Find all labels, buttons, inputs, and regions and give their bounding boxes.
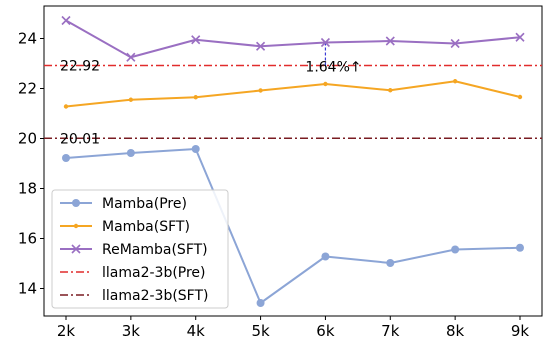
x-tick-label: 8k [446, 322, 465, 340]
reference-lines: 22.92 20.01 [44, 59, 542, 147]
legend-box [51, 189, 229, 309]
data-point [516, 243, 524, 252]
legend-label: Mamba(Pre) [102, 196, 187, 212]
x-tick-label: 7k [381, 322, 400, 340]
y-tick-label: 16 [18, 230, 37, 248]
data-point [386, 259, 395, 267]
legend-label: llama2-3b(Pre) [102, 265, 206, 281]
x-tick-label: 4k [187, 322, 206, 340]
data-point [191, 145, 200, 153]
x-tick-label: 3k [122, 322, 141, 340]
legend-marker [71, 244, 81, 254]
data-point [515, 32, 525, 42]
y-tick-label: 24 [18, 30, 37, 48]
data-point [450, 38, 460, 49]
data-point [191, 35, 201, 45]
data-point [256, 299, 265, 307]
y-tick-label: 20 [18, 130, 37, 148]
plot-frame [43, 5, 543, 317]
series-line [65, 19, 521, 59]
legend-label: llama2-3b(SFT) [102, 288, 209, 304]
series-group [61, 15, 525, 307]
legend-label: Mamba(SFT) [102, 219, 190, 235]
reference-value-label: 20.01 [60, 131, 100, 147]
x-tick-label: 2k [57, 322, 76, 340]
x-tick-label: 5k [251, 322, 270, 340]
data-point [321, 252, 330, 261]
x-tick-label: 6k [316, 322, 335, 340]
legend-label: ReMamba(SFT) [102, 242, 208, 258]
data-point [320, 37, 330, 48]
legend-marker [73, 223, 79, 229]
y-tick-label: 14 [18, 280, 37, 298]
data-point [126, 52, 136, 62]
data-point [451, 245, 460, 254]
reference-value-label: 22.92 [60, 59, 100, 75]
axes: 14 16 18 20 22 24 2k 3k 4k 5k 6k 7k 8k 9k [18, 5, 543, 340]
y-tick-label: 18 [18, 180, 37, 198]
data-point [256, 41, 266, 51]
y-tick-label: 22 [18, 80, 37, 98]
data-point [126, 149, 135, 157]
data-point [258, 88, 263, 93]
data-point [63, 104, 69, 109]
legend: Mamba(Pre) Mamba(SFT) ReMamba(SFT) llama2-3… [51, 189, 229, 309]
series-line [65, 148, 521, 304]
data-point [62, 154, 70, 162]
data-point [385, 36, 395, 46]
annotation: 1.64%↑ [305, 42, 362, 76]
data-point [452, 79, 458, 84]
data-point [517, 94, 523, 100]
x-tick-label: 9k [511, 322, 530, 340]
data-point [323, 81, 328, 87]
data-point [388, 88, 393, 93]
data-point [193, 95, 198, 100]
legend-marker [72, 199, 80, 207]
data-point [128, 97, 134, 102]
series-line [65, 80, 521, 108]
data-point [61, 15, 71, 26]
annotation-label: 1.64%↑ [305, 60, 361, 76]
